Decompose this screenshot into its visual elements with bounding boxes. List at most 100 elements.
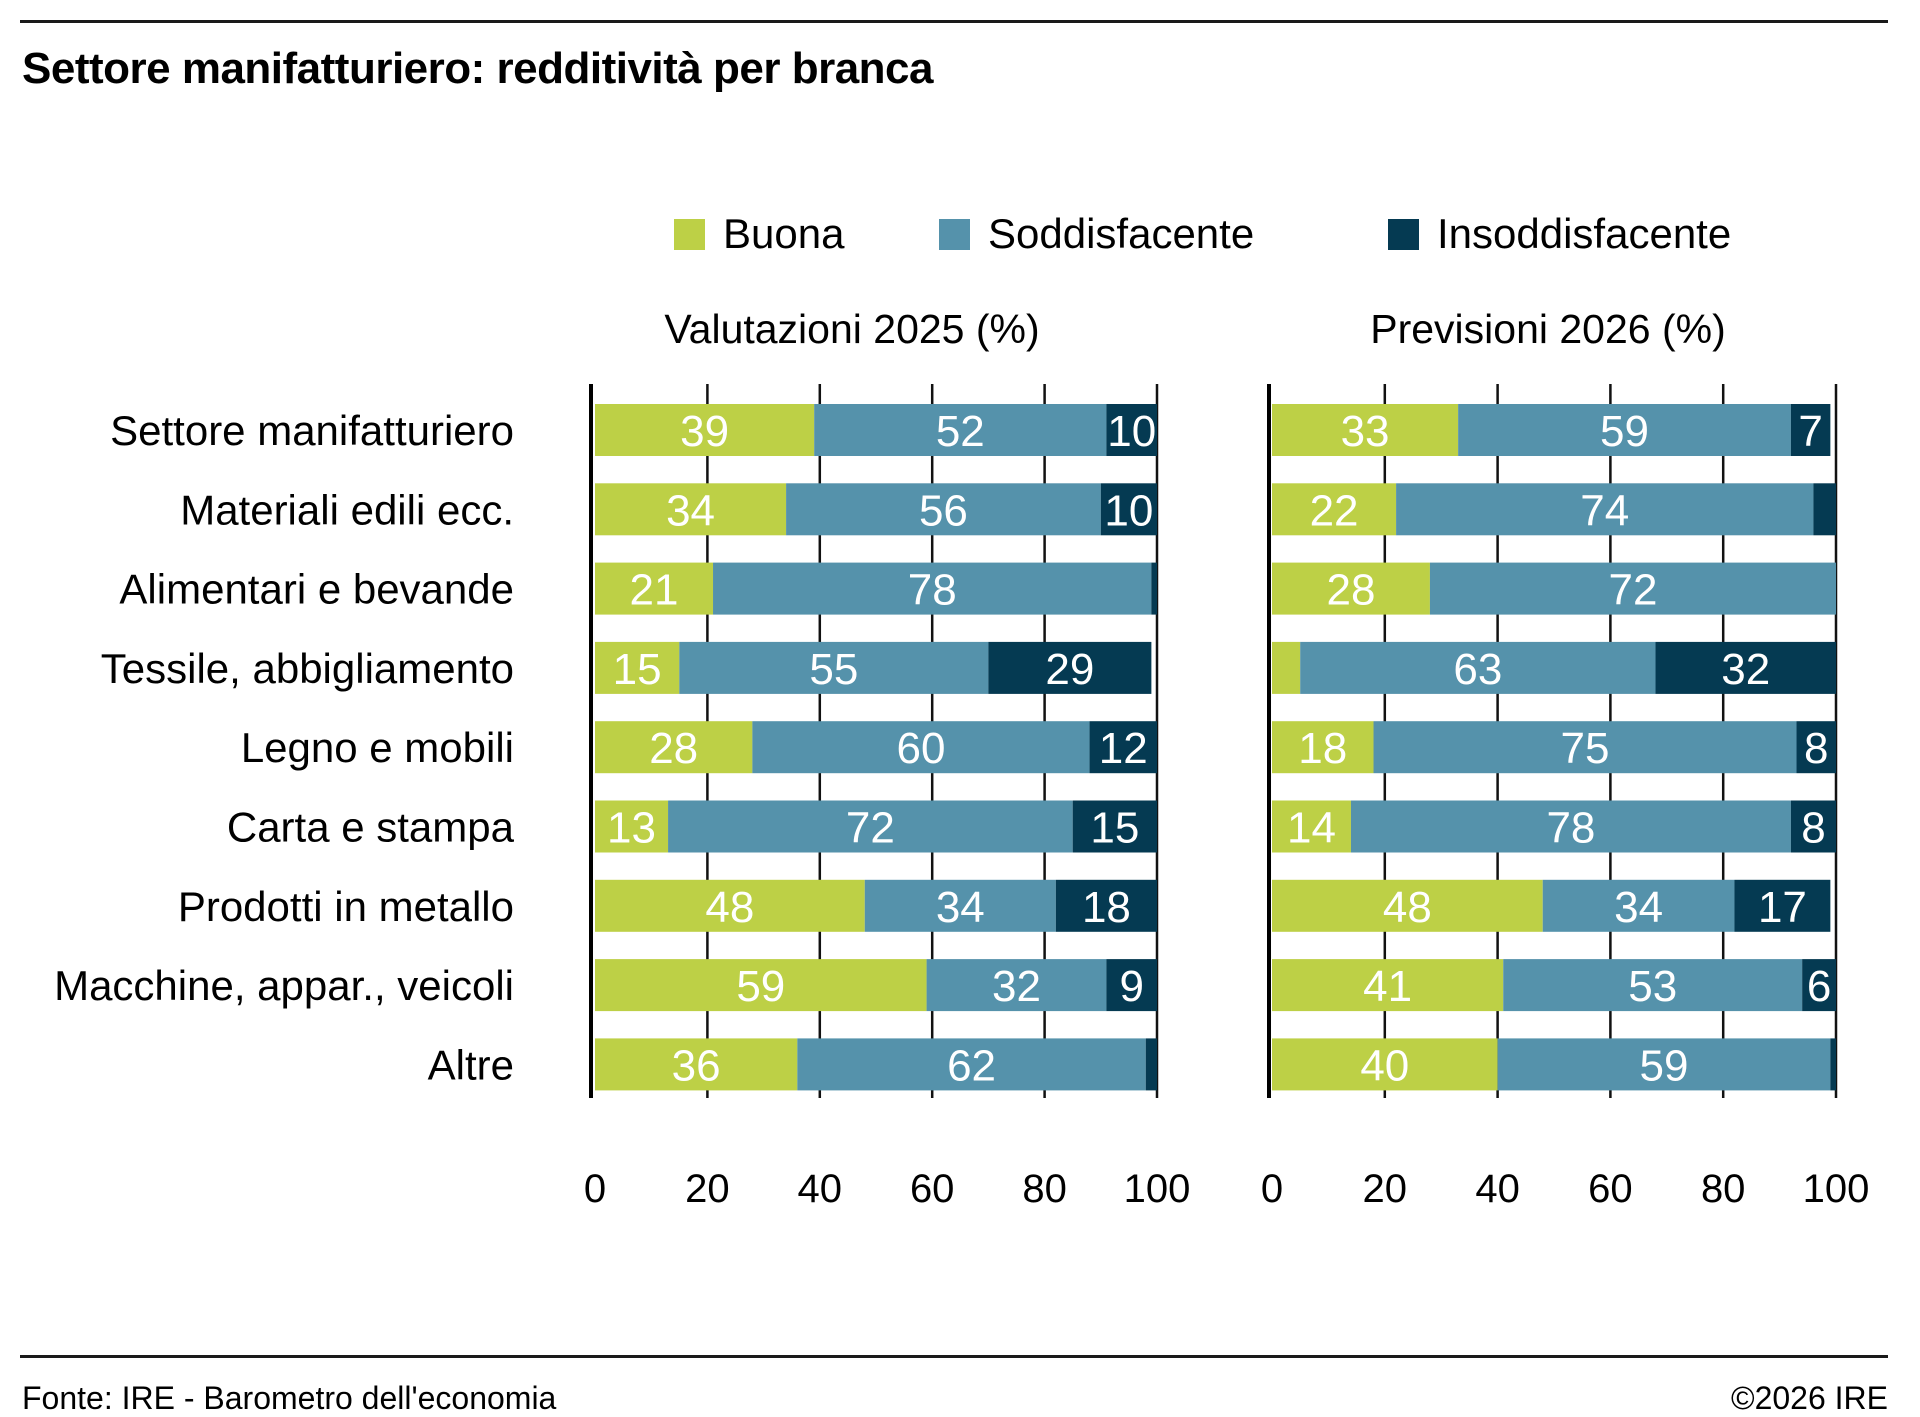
bar-segment-insoddisfacente: [1790, 800, 1836, 853]
x-tick-label: 20: [1363, 1167, 1408, 1211]
data-label: 33: [1341, 407, 1390, 456]
bar-segment-buona: [1272, 562, 1430, 615]
legend-swatch-buona: [674, 218, 705, 250]
category-label: Alimentari e bevande: [119, 566, 514, 613]
data-label: 7: [1798, 407, 1822, 456]
bar-segment-soddisfacente: [1503, 959, 1803, 1012]
bar-segment-insoddisfacente: [1072, 800, 1157, 853]
x-tick-label: 60: [910, 1167, 955, 1211]
bar-segment-buona: [595, 721, 753, 774]
data-label: 8: [1804, 724, 1828, 773]
data-label: 13: [607, 804, 656, 853]
data-label: 28: [1326, 566, 1375, 615]
bar-segment-buona: [1272, 721, 1374, 774]
data-label: 34: [936, 883, 985, 932]
bar-segment-buona: [595, 959, 927, 1012]
data-label: 63: [1453, 645, 1502, 694]
bar-segment-buona: [1272, 404, 1459, 456]
data-label: 8: [1801, 804, 1825, 853]
bar-segment-insoddisfacente: [1830, 1038, 1836, 1091]
bar-segment-buona: [1272, 483, 1397, 536]
data-label: 52: [936, 407, 985, 456]
data-label: 9: [1119, 962, 1143, 1011]
x-tick-label: 80: [1022, 1167, 1067, 1211]
bar-segment-buona: [1272, 641, 1301, 694]
data-label: 15: [1090, 804, 1139, 853]
x-tick-label: 60: [1588, 1167, 1633, 1211]
bar-segment-buona: [1272, 879, 1543, 932]
legend-label-soddisfacente: Soddisfacente: [988, 210, 1255, 257]
data-label: 59: [1640, 1041, 1689, 1090]
x-tick-label: 40: [1475, 1167, 1520, 1211]
data-label: 10: [1107, 407, 1156, 456]
bar-segment-soddisfacente: [926, 959, 1107, 1012]
bar-segment-buona: [1272, 959, 1504, 1012]
category-label: Macchine, appar., veicoli: [54, 962, 514, 1009]
bar-segment-soddisfacente: [1458, 404, 1791, 456]
data-label: 48: [705, 883, 754, 932]
data-label: 78: [1546, 804, 1595, 853]
data-label: 59: [1600, 407, 1649, 456]
legend-swatch-soddisfacente: [939, 218, 970, 250]
data-label: 21: [630, 566, 679, 615]
bar-segment-buona: [595, 641, 680, 694]
bar-segment-insoddisfacente: [1106, 959, 1157, 1012]
bar-segment-buona: [595, 879, 865, 932]
bar-segment-buona: [595, 483, 787, 536]
footer-copyright: ©2026 IRE: [1731, 1380, 1888, 1416]
data-label: 78: [908, 566, 957, 615]
data-label: 72: [846, 804, 895, 853]
bar-segment-soddisfacente: [1373, 721, 1797, 774]
data-label: 59: [736, 962, 785, 1011]
bar-segment-insoddisfacente: [1813, 483, 1836, 536]
bar-segment-buona: [595, 1038, 798, 1091]
data-label: 17: [1758, 883, 1807, 932]
legend-item-insoddisfacente: Insoddisfacente: [1388, 210, 1731, 257]
bar-segment-insoddisfacente: [1790, 404, 1831, 456]
category-label: Materiali edili ecc.: [180, 486, 514, 533]
legend-swatch-insoddisfacente: [1388, 218, 1419, 250]
data-label: 48: [1383, 883, 1432, 932]
legend-item-buona: Buona: [674, 210, 844, 257]
data-label: 74: [1580, 486, 1629, 535]
data-label: 12: [1099, 724, 1148, 773]
bar-segment-insoddisfacente: [1655, 641, 1836, 694]
bar-segment-buona: [595, 404, 815, 456]
data-label: 72: [1608, 566, 1657, 615]
bar-segment-buona: [595, 562, 714, 615]
bar-segment-soddisfacente: [679, 641, 989, 694]
bar-segment-soddisfacente: [752, 721, 1090, 774]
footer-source: Fonte: IRE - Barometro dell'economia: [22, 1380, 557, 1416]
x-tick-label: 80: [1701, 1167, 1746, 1211]
footer-rule: [20, 1355, 1888, 1358]
bar-segment-soddisfacente: [668, 800, 1073, 853]
x-tick-label: 0: [1261, 1167, 1283, 1211]
bar-segment-insoddisfacente: [1100, 483, 1157, 536]
category-label: Prodotti in metallo: [178, 883, 514, 930]
category-label: Tessile, abbigliamento: [101, 645, 514, 692]
data-label: 60: [896, 724, 945, 773]
x-tick-label: 40: [798, 1167, 843, 1211]
data-label: 55: [809, 645, 858, 694]
bar-segment-insoddisfacente: [1734, 879, 1831, 932]
data-label: 34: [1614, 883, 1663, 932]
data-label: 32: [992, 962, 1041, 1011]
bar-segment-insoddisfacente: [1106, 404, 1157, 456]
data-label: 34: [666, 486, 715, 535]
bar-segment-soddisfacente: [1396, 483, 1814, 536]
data-label: 28: [649, 724, 698, 773]
data-label: 18: [1298, 724, 1347, 773]
bar-segment-insoddisfacente: [1151, 562, 1157, 615]
bar-segment-soddisfacente: [1350, 800, 1791, 853]
data-label: 53: [1628, 962, 1677, 1011]
data-label: 41: [1363, 962, 1412, 1011]
data-label: 75: [1561, 724, 1610, 773]
data-label: 40: [1360, 1041, 1409, 1090]
bar-segment-soddisfacente: [814, 404, 1107, 456]
bar-segment-soddisfacente: [786, 483, 1101, 536]
bar-segment-insoddisfacente: [1055, 879, 1157, 932]
x-tick-label: 100: [1124, 1167, 1191, 1211]
data-label: 15: [613, 645, 662, 694]
bar-segment-soddisfacente: [797, 1038, 1146, 1091]
category-label: Settore manifatturiero: [110, 407, 514, 454]
